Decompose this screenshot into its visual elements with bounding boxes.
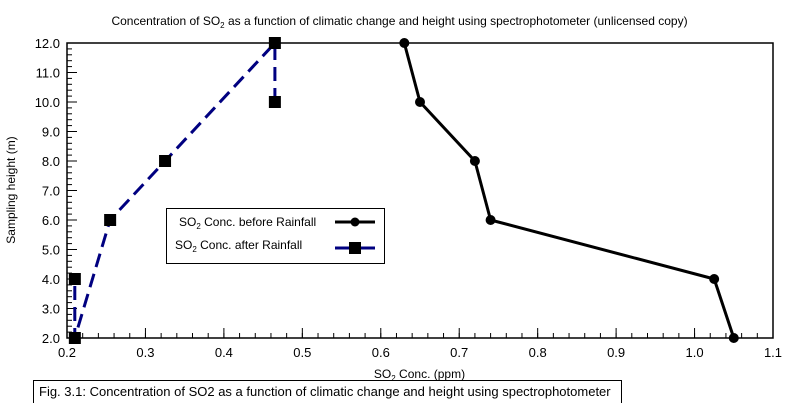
data-point bbox=[104, 214, 117, 226]
y-tick-label: 7.0 bbox=[42, 184, 60, 199]
y-tick-label: 4.0 bbox=[42, 272, 60, 287]
data-point bbox=[268, 37, 281, 49]
series-after-rainfall bbox=[68, 37, 281, 344]
data-point bbox=[415, 97, 425, 107]
legend-item-after-rainfall: SO2 Conc. after Rainfall bbox=[167, 236, 384, 256]
y-tick-label: 3.0 bbox=[42, 302, 60, 317]
data-point bbox=[268, 96, 281, 108]
y-tick-label: 2.0 bbox=[42, 331, 60, 346]
y-tick-label: 9.0 bbox=[42, 125, 60, 140]
y-tick-label: 8.0 bbox=[42, 154, 60, 169]
x-tick-label: 0.7 bbox=[450, 345, 468, 360]
y-tick-label: 6.0 bbox=[42, 213, 60, 228]
x-tick-label: 0.2 bbox=[58, 345, 76, 360]
series-line bbox=[73, 41, 277, 340]
x-tick-label: 0.5 bbox=[293, 345, 311, 360]
x-tick-label: 0.3 bbox=[136, 345, 154, 360]
y-tick-label: 5.0 bbox=[42, 243, 60, 258]
x-tick-label: 0.8 bbox=[529, 345, 547, 360]
x-tick-label: 0.9 bbox=[607, 345, 625, 360]
data-point bbox=[68, 332, 81, 344]
plot-frame bbox=[66, 42, 774, 339]
x-tick-label: 0.6 bbox=[372, 345, 390, 360]
data-point bbox=[469, 156, 480, 166]
x-axis-label: SO2 Conc. (ppm) bbox=[373, 367, 466, 383]
y-tick-label: 10.0 bbox=[35, 95, 60, 110]
series-line bbox=[402, 42, 736, 339]
series-layer bbox=[68, 37, 739, 344]
axes: 0.2 0.3 0.4 0.5 0.6 0.7 0.8 0.9 1.0 1.1 2.0 3.0 4.0 5… bbox=[35, 36, 782, 360]
x-tick-label: 1.1 bbox=[764, 345, 782, 360]
legend: SO2 Conc. before Rainfall SO2 Conc. afte… bbox=[166, 208, 385, 264]
chart-title: Concentration of SO2 as a function of cl… bbox=[111, 14, 688, 30]
data-point bbox=[709, 274, 720, 284]
legend-swatch-circle-line bbox=[335, 217, 375, 227]
y-axis-label: Sampling height (m) bbox=[4, 136, 18, 244]
figure-caption: Fig. 3.1: Concentration of SO2 as a func… bbox=[33, 380, 622, 403]
x-tick-label: 1.0 bbox=[686, 345, 704, 360]
legend-label: SO2 Conc. after Rainfall bbox=[175, 238, 303, 254]
data-point bbox=[485, 215, 496, 225]
legend-swatch-square-dashed bbox=[335, 242, 375, 254]
y-tick-label: 12.0 bbox=[35, 36, 60, 51]
data-point bbox=[159, 155, 172, 167]
series-before-rainfall bbox=[399, 38, 739, 343]
y-tick-label: 11.0 bbox=[36, 66, 60, 81]
data-point bbox=[728, 333, 739, 343]
x-tick-label: 0.4 bbox=[215, 345, 233, 360]
data-point bbox=[399, 38, 410, 48]
data-point bbox=[68, 273, 81, 285]
legend-item-before-rainfall: SO2 Conc. before Rainfall bbox=[167, 213, 384, 233]
legend-label: SO2 Conc. before Rainfall bbox=[179, 215, 317, 231]
